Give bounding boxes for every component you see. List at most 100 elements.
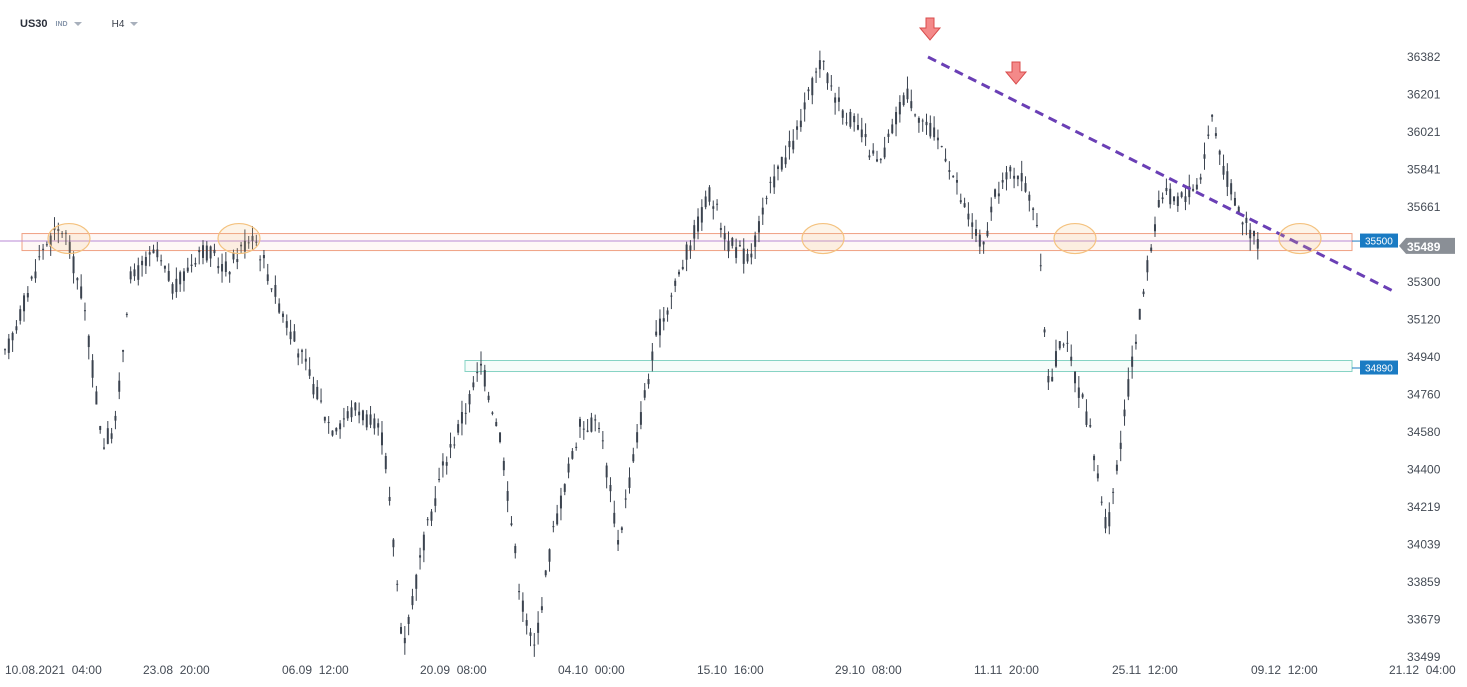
candle	[1256, 232, 1259, 260]
candle	[236, 248, 239, 270]
candle-body	[1066, 342, 1069, 344]
candle-body	[727, 241, 730, 252]
candle-body	[556, 513, 559, 525]
candle-body	[521, 600, 524, 612]
candle-body	[472, 382, 475, 388]
candle	[285, 314, 288, 336]
candle	[1119, 430, 1122, 462]
candle	[708, 185, 711, 206]
candle-body	[304, 358, 307, 362]
candle-body	[468, 393, 471, 405]
candle	[483, 364, 486, 392]
candle-body	[1142, 291, 1145, 295]
candle-body	[784, 157, 787, 165]
candle-body	[122, 350, 125, 352]
candle	[122, 349, 125, 363]
candle-body	[1226, 171, 1229, 187]
candle	[704, 190, 707, 210]
candle-body	[57, 228, 60, 231]
resistance-tag: 35500	[1360, 233, 1398, 248]
candle	[853, 113, 856, 132]
candle	[30, 275, 33, 281]
candle-body	[914, 114, 917, 116]
candle	[1211, 114, 1214, 122]
candle	[148, 246, 151, 267]
candle-body	[1043, 329, 1046, 333]
timeframe-label[interactable]: H4	[111, 18, 125, 30]
candle	[777, 164, 780, 181]
feed-label: IND	[55, 20, 68, 28]
candle-body	[982, 241, 985, 245]
last-price-box	[1399, 237, 1455, 254]
support-tag-label: 34890	[1365, 364, 1393, 375]
y-tick-label: 34580	[1407, 425, 1441, 439]
candle-body	[278, 303, 281, 313]
candle	[61, 230, 64, 238]
candle-body	[1138, 308, 1141, 320]
candle	[270, 288, 273, 293]
candle	[925, 113, 928, 135]
resistance-tag-label: 35500	[1365, 237, 1393, 248]
y-tick-label: 35300	[1407, 275, 1441, 289]
candle-body	[335, 427, 338, 432]
candle-body	[895, 112, 898, 125]
candle	[982, 241, 985, 254]
candle-body	[205, 245, 208, 261]
candle-body	[1016, 175, 1019, 180]
candle	[156, 241, 159, 262]
candle-body	[651, 351, 654, 361]
candle	[1127, 367, 1130, 401]
candle	[502, 457, 505, 476]
candles-layer	[4, 50, 1259, 657]
candle	[860, 117, 863, 143]
candle-body	[811, 78, 814, 96]
candle-body	[773, 176, 776, 188]
candle-body	[1039, 265, 1042, 267]
candle-body	[4, 349, 6, 351]
candle	[559, 487, 562, 521]
y-tick-label: 34219	[1407, 500, 1441, 514]
symbol-dropdown-icon[interactable]	[73, 22, 82, 26]
candle-body	[87, 335, 90, 348]
candle-body	[1161, 197, 1164, 200]
candle	[780, 156, 783, 172]
candle-body	[72, 256, 75, 274]
candle-body	[285, 321, 288, 328]
candle-body	[91, 360, 94, 378]
candle-body	[365, 414, 368, 428]
candle	[278, 298, 281, 314]
candle	[346, 405, 349, 421]
last-price-label: 35489	[1407, 240, 1441, 254]
timeframe-dropdown-icon[interactable]	[130, 22, 139, 26]
y-tick-label: 34400	[1407, 462, 1441, 476]
candle-body	[445, 462, 448, 466]
candle-body	[879, 159, 882, 161]
candle	[674, 278, 677, 293]
candle	[350, 400, 353, 422]
candle	[342, 407, 345, 428]
candle	[205, 241, 208, 263]
candle	[1180, 191, 1183, 199]
candle	[103, 438, 106, 450]
symbol-label[interactable]: US30	[20, 18, 48, 30]
candle	[209, 245, 212, 267]
candle	[430, 508, 433, 527]
candle-body	[529, 632, 532, 636]
candle-body	[525, 620, 528, 626]
candle-body	[853, 116, 856, 123]
candle-body	[1096, 473, 1099, 479]
candle-body	[605, 465, 608, 478]
candle	[883, 136, 886, 160]
candle	[384, 452, 387, 474]
candle	[1043, 326, 1046, 337]
candle-body	[632, 454, 635, 462]
candle-body	[331, 430, 334, 436]
candle	[259, 255, 262, 272]
x-tick-label: 11.11 20:00	[974, 663, 1039, 677]
candle	[1146, 255, 1149, 281]
y-axis: 33499 33679 33859 34039 34219 34400 34580 34760…	[1352, 50, 1455, 664]
candle	[997, 181, 1000, 204]
candle	[320, 388, 323, 404]
candle	[582, 421, 585, 440]
